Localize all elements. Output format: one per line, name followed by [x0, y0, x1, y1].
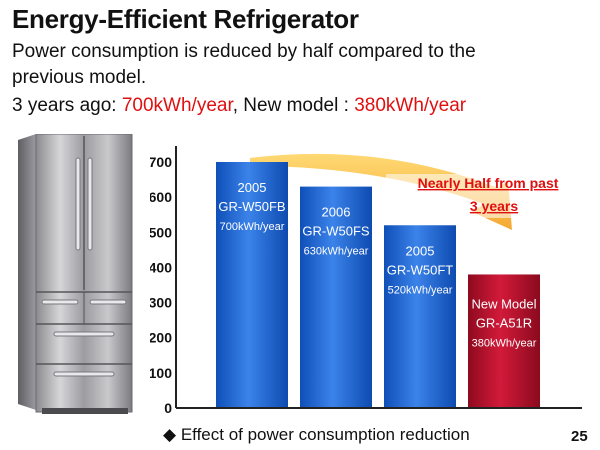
- page-number: 25: [571, 428, 588, 445]
- bar-label: 380kWh/year: [472, 337, 537, 349]
- bar-label: 2005: [238, 180, 267, 195]
- bar-2: [300, 186, 372, 408]
- caption-bullet-icon: ◆: [163, 425, 177, 444]
- bar-label: 630kWh/year: [304, 246, 369, 258]
- refrigerator-image: [18, 134, 133, 414]
- bar-3: [384, 225, 456, 408]
- old-consumption-value: 700kWh/year: [121, 95, 233, 116]
- y-tick-label: 200: [150, 330, 172, 346]
- y-tick-label: 300: [150, 295, 172, 311]
- bar-label: 2006: [322, 205, 351, 220]
- caption-text: Effect of power consumption reduction: [180, 425, 470, 444]
- bar-1: [216, 162, 288, 408]
- y-tick-label: 0: [164, 400, 172, 416]
- y-tick-label: 700: [150, 154, 172, 170]
- bar-label: New Model: [471, 296, 536, 311]
- bar-label: 520kWh/year: [388, 284, 453, 296]
- annotation-line-1: Nearly Half from past: [418, 175, 559, 191]
- comparison-line: 3 years ago: 700kWh/year, New model : 38…: [12, 95, 466, 117]
- y-tick-label: 500: [150, 224, 172, 240]
- annotation-backdrop: [386, 174, 518, 218]
- bar-4: [468, 274, 540, 408]
- y-tick-label: 400: [150, 259, 172, 275]
- slide-title: Energy-Efficient Refrigerator: [12, 4, 359, 34]
- subtitle-line-1: Power consumption is reduced by half com…: [12, 41, 476, 62]
- comparison-prefix: 3 years ago:: [12, 95, 122, 116]
- new-consumption-value: 380kWh/year: [354, 95, 467, 116]
- bar-label: GR-W50FS: [302, 224, 370, 239]
- bar-label: 2005: [406, 243, 435, 258]
- y-tick-label: 600: [150, 189, 172, 205]
- y-tick-label: 100: [150, 365, 172, 381]
- chart-caption: ◆ Effect of power consumption reduction: [163, 425, 470, 445]
- bar-label: GR-W50FT: [387, 262, 454, 277]
- trend-arrow: [250, 153, 512, 230]
- bar-label: GR-W50FB: [218, 199, 285, 214]
- consumption-chart: 0 100 200 300 400 500 600 700 2005 GR-W50FB 700kW…: [150, 146, 582, 416]
- subtitle-line-2: previous model.: [12, 67, 147, 88]
- comparison-mid: , New model :: [232, 95, 355, 116]
- bar-label: GR-A51R: [476, 315, 532, 330]
- annotation-line-2: 3 years: [470, 198, 518, 214]
- bar-label: 700kWh/year: [220, 221, 285, 233]
